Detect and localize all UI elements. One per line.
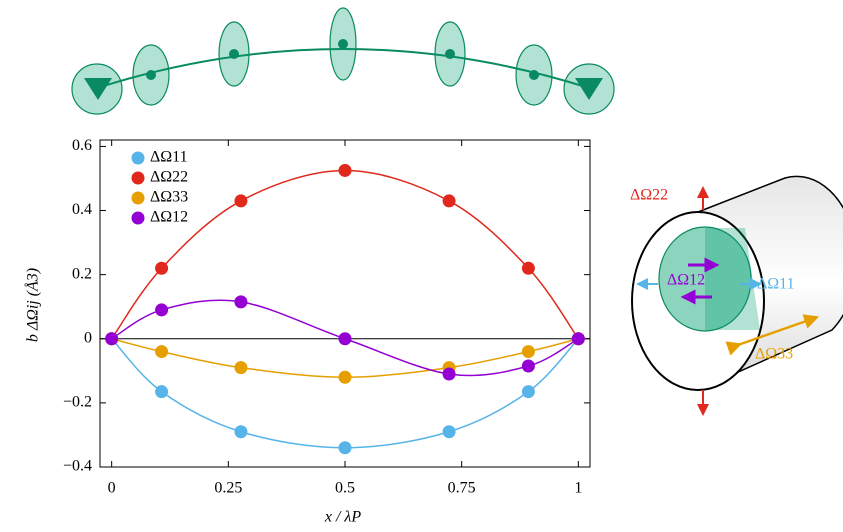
legend-label: ΔΩ22	[150, 169, 188, 186]
data-point	[521, 261, 535, 275]
y-tick-label: 0.2	[72, 265, 92, 282]
legend-marker	[131, 211, 145, 225]
legend-label: ΔΩ33	[150, 189, 188, 206]
legend-label: ΔΩ12	[150, 209, 188, 226]
y-tick-label: −0.4	[63, 458, 92, 475]
y-tick-label: 0.4	[72, 201, 92, 218]
schematic-label: ΔΩ11	[757, 276, 795, 293]
data-point	[338, 332, 352, 346]
x-tick-label: 0.5	[335, 480, 355, 497]
y-axis-label: b ΔΩij (Å3)	[24, 268, 42, 342]
data-point	[521, 385, 535, 399]
data-point	[234, 295, 248, 309]
data-point	[155, 385, 169, 399]
fit-curve	[111, 338, 579, 449]
y-tick-label: −0.2	[63, 394, 92, 411]
schematic-label: ΔΩ33	[755, 346, 793, 363]
data-point	[571, 332, 585, 346]
legend-label: ΔΩ11	[150, 149, 188, 166]
data-point	[442, 425, 456, 439]
cylinder-schematic: ΔΩ22 ΔΩ12 ΔΩ11 ΔΩ33	[630, 175, 843, 416]
x-tick-label: 0.75	[448, 480, 476, 497]
y-tick-label: 0	[84, 329, 92, 346]
data-point	[234, 194, 248, 208]
legend-marker	[131, 151, 145, 165]
x-axis-label: x / λP	[324, 509, 361, 526]
chain-diagram	[71, 7, 615, 115]
data-point	[155, 303, 169, 317]
data-point	[155, 345, 169, 359]
data-point	[105, 332, 119, 346]
legend-marker	[131, 191, 145, 205]
data-point	[234, 361, 248, 375]
x-tick-label: 1	[574, 480, 582, 497]
y-tick-label: 0.6	[72, 137, 92, 154]
data-point	[442, 194, 456, 208]
data-point	[521, 345, 535, 359]
data-point	[338, 163, 352, 177]
data-point	[442, 367, 456, 381]
data-point	[338, 370, 352, 384]
x-tick-label: 0.25	[214, 480, 242, 497]
legend-marker	[131, 171, 145, 185]
data-point	[521, 359, 535, 373]
x-tick-label: 0	[108, 480, 116, 497]
schematic-label: ΔΩ22	[630, 187, 668, 204]
data-point	[155, 261, 169, 275]
data-point	[338, 441, 352, 455]
data-point	[234, 425, 248, 439]
schematic-label: ΔΩ12	[667, 272, 705, 289]
